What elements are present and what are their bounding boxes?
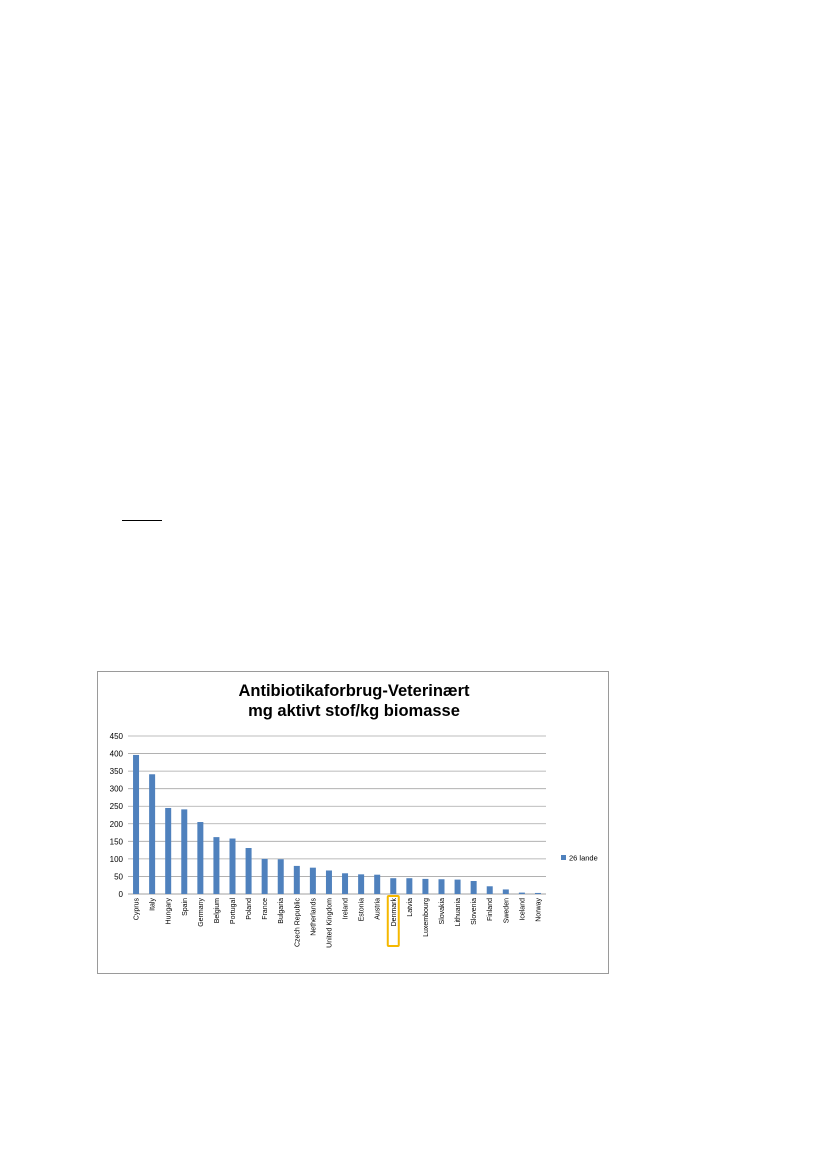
x-category-label: Poland bbox=[246, 898, 253, 920]
bar-slovenia bbox=[470, 881, 477, 894]
y-tick-label: 350 bbox=[110, 767, 124, 776]
underline-mark bbox=[122, 520, 162, 521]
bar-ireland bbox=[342, 873, 349, 894]
bar-portugal bbox=[229, 838, 236, 894]
y-tick-label: 0 bbox=[119, 890, 124, 899]
y-axis-ticks: 0 50 100 150 200 250 300 350 400 450 bbox=[110, 732, 124, 899]
x-category-label: Denmark bbox=[391, 898, 398, 927]
bar-czech-republic bbox=[293, 865, 300, 894]
x-category-label: Iceland bbox=[519, 898, 526, 921]
bar-germany bbox=[197, 822, 204, 894]
y-tick-label: 200 bbox=[110, 820, 124, 829]
bar-denmark bbox=[390, 878, 397, 894]
x-category-label: Estonia bbox=[359, 898, 366, 921]
chart-title-line-1: Antibiotikaforbrug-Veterinært bbox=[238, 682, 470, 700]
bar-france bbox=[261, 858, 268, 894]
bar-latvia bbox=[406, 878, 413, 894]
bar-estonia bbox=[358, 874, 365, 894]
bars bbox=[133, 754, 541, 894]
x-category-label: United Kingdom bbox=[326, 898, 333, 948]
x-category-label: France bbox=[262, 898, 269, 920]
bar-norway bbox=[534, 892, 541, 894]
x-category-label: Austria bbox=[375, 898, 382, 920]
y-tick-label: 150 bbox=[110, 837, 124, 846]
x-category-label: Germany bbox=[198, 898, 205, 927]
x-category-label: Norway bbox=[535, 898, 542, 922]
x-category-label: Ireland bbox=[343, 898, 350, 920]
bar-slovakia bbox=[438, 879, 445, 894]
bar-italy bbox=[149, 774, 156, 894]
bar-chart: Antibiotikaforbrug-Veterinært mg aktivt … bbox=[110, 682, 598, 948]
bar-austria bbox=[374, 874, 381, 894]
bar-iceland bbox=[518, 892, 525, 894]
bar-luxembourg bbox=[422, 878, 429, 894]
y-tick-label: 450 bbox=[110, 732, 124, 741]
bar-finland bbox=[486, 886, 493, 894]
x-category-label: Belgium bbox=[214, 898, 221, 923]
bar-hungary bbox=[165, 807, 172, 894]
bar-bulgaria bbox=[277, 859, 284, 894]
y-tick-label: 50 bbox=[114, 872, 123, 881]
x-category-label: Sweden bbox=[503, 898, 510, 923]
x-category-label: Hungary bbox=[166, 898, 173, 925]
x-category-label: Luxembourg bbox=[423, 898, 430, 937]
bar-spain bbox=[181, 809, 188, 894]
legend-swatch bbox=[561, 855, 566, 860]
x-category-label: Czech Republic bbox=[294, 898, 301, 948]
y-tick-label: 400 bbox=[110, 750, 124, 759]
bar-united-kingdom bbox=[325, 870, 332, 894]
bar-cyprus bbox=[133, 754, 140, 894]
x-axis-categories: Cyprus Italy Hungary Spain Germany Belgium Por… bbox=[134, 895, 542, 948]
x-category-label: Slovenia bbox=[471, 898, 478, 925]
bar-netherlands bbox=[309, 867, 316, 894]
x-category-label: Bulgaria bbox=[278, 898, 285, 924]
x-category-label: Italy bbox=[150, 898, 157, 911]
chart-title-line-2: mg aktivt stof/kg biomasse bbox=[248, 702, 460, 720]
x-category-label: Lithuania bbox=[455, 898, 462, 927]
x-category-label: Latvia bbox=[407, 898, 414, 917]
bar-belgium bbox=[213, 837, 220, 894]
x-category-label: Slovakia bbox=[439, 898, 446, 925]
chart-frame: Antibiotikaforbrug-Veterinært mg aktivt … bbox=[97, 671, 609, 974]
x-category-label: Portugal bbox=[230, 898, 237, 925]
bar-poland bbox=[245, 848, 252, 894]
legend-label: 26 lande bbox=[569, 854, 598, 863]
gridlines bbox=[128, 735, 546, 895]
y-tick-label: 100 bbox=[110, 855, 124, 864]
x-category-label: Spain bbox=[182, 898, 189, 916]
x-category-label: Finland bbox=[487, 898, 494, 921]
x-category-label: Cyprus bbox=[134, 898, 141, 921]
x-category-label: Netherlands bbox=[310, 898, 317, 936]
legend: 26 lande bbox=[561, 854, 598, 863]
bar-lithuania bbox=[454, 879, 461, 894]
highlight-box-denmark bbox=[386, 895, 400, 947]
y-tick-label: 250 bbox=[110, 802, 124, 811]
y-tick-label: 300 bbox=[110, 785, 124, 794]
bar-sweden bbox=[502, 889, 509, 894]
